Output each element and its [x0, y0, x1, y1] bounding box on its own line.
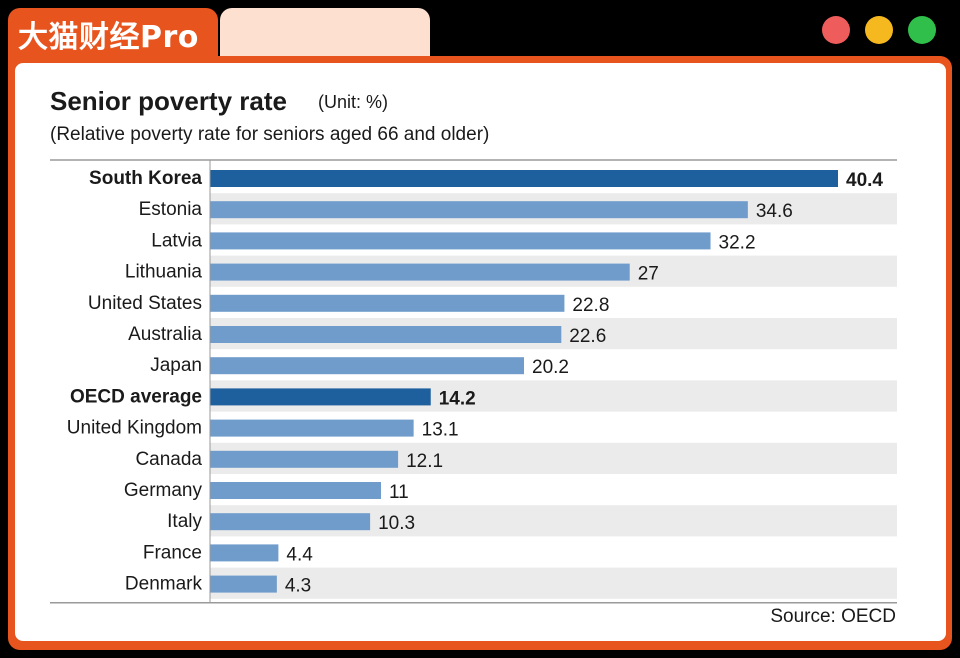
bar-united-states — [210, 294, 565, 312]
category-label: Canada — [135, 449, 202, 470]
bar-france — [210, 544, 279, 562]
bar-oecd-average — [210, 388, 431, 406]
close-window-button[interactable] — [822, 16, 850, 44]
value-label: 27 — [638, 264, 659, 285]
bar-latvia — [210, 232, 711, 250]
category-label: United States — [88, 293, 202, 314]
chart-source: Source: OECD — [770, 606, 896, 627]
category-label: South Korea — [89, 168, 202, 189]
value-label: 20.2 — [532, 357, 569, 378]
brand-logo-text: 大猫财经Pro — [18, 20, 199, 55]
chart-unit: (Unit: %) — [318, 92, 389, 112]
value-label: 40.4 — [846, 170, 883, 191]
category-label: Estonia — [139, 199, 203, 220]
value-label: 4.3 — [285, 576, 311, 597]
bar-australia — [210, 326, 562, 343]
chart-title: Senior poverty rate — [50, 86, 287, 116]
brand-tab[interactable]: 大猫财经Pro — [8, 8, 218, 60]
value-label: 34.6 — [756, 201, 793, 222]
category-label: OECD average — [70, 386, 202, 407]
category-label: Denmark — [125, 574, 203, 595]
category-label: United Kingdom — [67, 418, 202, 439]
bar-denmark — [210, 575, 277, 593]
value-label: 22.6 — [569, 326, 606, 347]
value-label: 14.2 — [439, 388, 476, 409]
bar-lithuania — [210, 263, 630, 281]
bar-united-kingdom — [210, 419, 414, 437]
category-label: Germany — [124, 480, 203, 501]
value-label: 4.4 — [286, 544, 313, 565]
bar-germany — [210, 482, 381, 499]
bar-japan — [210, 357, 524, 375]
value-label: 22.8 — [572, 295, 609, 316]
browser-tab[interactable] — [220, 8, 430, 60]
category-label: Lithuania — [125, 262, 203, 283]
bar-canada — [210, 450, 399, 468]
category-label: Japan — [150, 355, 202, 376]
category-label: Italy — [167, 511, 202, 532]
bar-estonia — [210, 201, 748, 219]
category-label: France — [143, 542, 202, 563]
row-stripe — [210, 567, 897, 599]
category-label: Latvia — [151, 230, 202, 251]
bar-italy — [210, 513, 371, 531]
category-label: Australia — [128, 324, 202, 345]
value-label: 32.2 — [719, 232, 756, 253]
value-label: 13.1 — [422, 420, 459, 441]
chart-subtitle: (Relative poverty rate for seniors aged … — [50, 124, 490, 145]
value-label: 10.3 — [378, 513, 415, 534]
bar-south-korea — [210, 170, 838, 187]
minimize-window-button[interactable] — [865, 16, 893, 44]
maximize-window-button[interactable] — [908, 16, 936, 44]
value-label: 11 — [389, 482, 409, 503]
value-label: 12.1 — [406, 451, 443, 472]
